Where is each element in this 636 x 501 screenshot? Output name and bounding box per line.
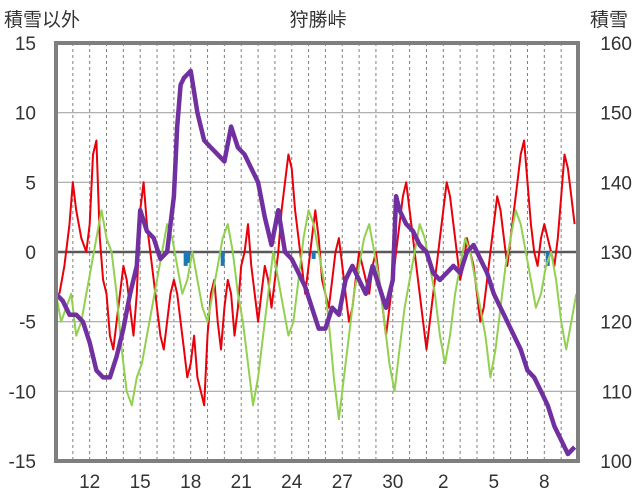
right-axis-ticks: 160 150 140 130 120 110 100 [600,34,632,473]
x-tick-label: 18 [180,472,201,493]
right-tick-label: 100 [600,452,632,473]
x-tick-label: 12 [79,472,100,493]
x-tick-label: 30 [382,472,403,493]
grid [56,43,578,461]
series-lines [54,68,578,457]
series-line-2 [55,209,578,421]
right-tick-label: 110 [602,382,632,403]
bar [220,252,225,266]
x-tick-label: 27 [332,472,353,493]
x-axis-ticks: 12 15 18 21 24 27 30 2 5 8 [79,472,550,493]
left-tick-label: -10 [9,382,36,403]
right-axis-label: 積雪 [590,9,628,31]
left-tick-label: 5 [25,173,36,194]
left-axis-label: 積雪以外 [4,9,80,31]
bar [183,252,188,266]
right-tick-label: 120 [600,313,632,334]
chart-title: 狩勝峠 [289,9,346,31]
x-tick-label: 21 [231,472,252,493]
left-tick-label: 10 [15,104,36,125]
plot-frame [54,41,580,463]
left-tick-label: -5 [19,313,36,334]
right-tick-label: 140 [600,173,632,194]
x-tick-label: 5 [489,472,500,493]
right-tick-label: 150 [600,104,632,125]
left-tick-label: -15 [9,452,36,473]
x-tick-label: 2 [438,472,449,493]
right-tick-label: 130 [600,243,632,264]
left-axis-ticks: 15 10 5 0 -5 -10 -15 [9,34,36,473]
x-tick-label: 8 [539,472,550,493]
series-line-3 [54,68,577,457]
right-tick-label: 160 [600,34,632,55]
bar [186,252,191,264]
left-tick-label: 15 [15,34,36,55]
x-tick-label: 24 [281,472,303,493]
bar [311,252,316,259]
left-tick-label: 0 [25,243,36,264]
x-tick-label: 15 [130,472,151,493]
